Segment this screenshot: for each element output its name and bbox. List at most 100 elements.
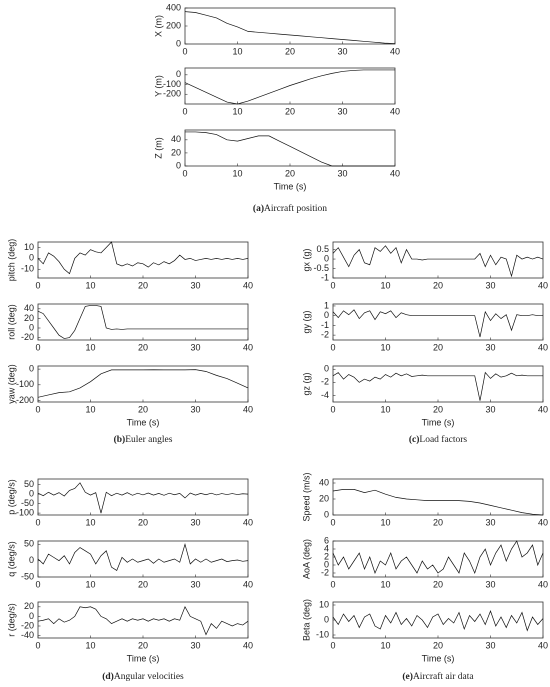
x-tick-label: 10 — [232, 106, 242, 116]
y-tick-label: 20 — [171, 147, 181, 157]
data-line — [37, 369, 249, 398]
x-tick-label: 40 — [243, 342, 253, 352]
caption: (e)Aircraft air data — [402, 671, 474, 682]
x-axis-label: Time (s) — [422, 653, 455, 663]
x-tick-label: 40 — [390, 168, 400, 178]
y-tick-label: -50 — [21, 498, 34, 508]
y-tick-label: 0 — [29, 555, 34, 565]
x-tick-label: 0 — [330, 404, 335, 414]
y-tick-label: -100 — [163, 79, 181, 89]
x-tick-label: 0 — [330, 280, 335, 290]
x-tick-label: 40 — [243, 280, 253, 290]
y-tick-label: 0 — [324, 559, 329, 569]
x-tick-label: 10 — [85, 640, 95, 650]
data-line — [184, 69, 395, 105]
y-tick-label: -20 — [21, 332, 34, 342]
y-tick-label: -4 — [321, 390, 329, 400]
x-axis-label: Time (s) — [274, 181, 307, 191]
axes-frame — [37, 365, 249, 403]
axes-frame — [37, 540, 249, 578]
x-tick-label: 40 — [390, 106, 400, 116]
caption: (a)Aircraft position — [253, 203, 327, 214]
axes-frame — [37, 303, 249, 341]
x-tick-label: 30 — [190, 579, 200, 589]
y-tick-label: 50 — [24, 539, 34, 549]
x-tick-label: 40 — [390, 46, 400, 56]
caption-text: Euler angles — [125, 435, 173, 445]
x-tick-label: 0 — [182, 106, 187, 116]
x-tick-label: 40 — [243, 579, 253, 589]
x-tick-label: 40 — [538, 640, 548, 650]
x-tick-label: 30 — [485, 342, 495, 352]
y-axis-label: q (deg/s) — [6, 541, 16, 577]
x-tick-label: 30 — [337, 168, 347, 178]
y-axis-label: gx (g) — [301, 248, 311, 271]
y-tick-label: 0 — [176, 69, 181, 79]
caption-text: Aircraft position — [264, 203, 327, 214]
y-tick-label: 40 — [24, 303, 34, 313]
y-tick-label: 0 — [324, 509, 329, 519]
axes-frame — [332, 478, 544, 516]
y-tick-label: -50 — [21, 571, 34, 581]
axes-frame — [332, 303, 544, 341]
data-line — [37, 542, 249, 571]
y-tick-label: 0 — [324, 364, 329, 374]
caption-label: (e) — [402, 671, 413, 682]
y-axis-label: Z (m) — [153, 137, 163, 159]
x-tick-label: 30 — [190, 342, 200, 352]
y-tick-label: 0 — [324, 614, 329, 624]
caption-label: (c) — [409, 434, 420, 445]
y-axis-label: p (deg/s) — [6, 479, 16, 515]
x-tick-label: 20 — [138, 404, 148, 414]
caption-text: Load factors — [419, 434, 467, 445]
x-tick-label: 20 — [433, 640, 443, 650]
y-axis-label: X (m) — [153, 15, 163, 37]
x-tick-label: 10 — [85, 579, 95, 589]
x-tick-label: 40 — [538, 404, 548, 414]
x-tick-label: 20 — [433, 517, 443, 527]
x-tick-label: 20 — [433, 579, 443, 589]
y-tick-label: 50 — [24, 479, 34, 489]
y-tick-label: 0 — [29, 489, 34, 499]
data-line — [332, 609, 544, 632]
x-tick-label: 30 — [337, 46, 347, 56]
data-line — [332, 371, 543, 401]
x-tick-label: 10 — [380, 517, 390, 527]
y-tick-label: 0 — [29, 364, 34, 374]
caption: (b)Euler angles — [114, 434, 173, 445]
axes-frame — [184, 129, 396, 167]
y-tick-label: -2 — [321, 377, 329, 387]
x-tick-label: 40 — [538, 517, 548, 527]
data-line — [37, 605, 249, 636]
y-axis-label: yaw (deg) — [6, 364, 16, 404]
caption: (c)Load factors — [409, 434, 468, 445]
x-tick-label: 20 — [138, 640, 148, 650]
data-line — [185, 131, 395, 167]
x-tick-label: 0 — [35, 280, 40, 290]
x-tick-label: 20 — [285, 168, 295, 178]
axes-frame — [332, 601, 544, 639]
x-tick-label: 30 — [337, 106, 347, 116]
x-axis-label: Time (s) — [127, 653, 160, 663]
x-tick-label: 10 — [85, 342, 95, 352]
axes-frame — [37, 478, 249, 516]
y-tick-label: -0.5 — [313, 263, 329, 273]
caption-text: Aircraft air data — [413, 671, 474, 682]
data-line — [37, 305, 248, 339]
x-tick-label: 30 — [485, 517, 495, 527]
x-tick-label: 10 — [380, 342, 390, 352]
y-tick-label: -1 — [321, 272, 329, 282]
data-line — [332, 245, 544, 278]
y-tick-label: 200 — [166, 20, 181, 30]
y-tick-label: 0 — [29, 611, 34, 621]
x-tick-label: 30 — [485, 280, 495, 290]
y-tick-label: 40 — [319, 477, 329, 487]
y-tick-label: 0.5 — [316, 244, 329, 254]
x-tick-label: 20 — [433, 404, 443, 414]
caption-label: (d) — [102, 671, 114, 682]
x-tick-label: 30 — [190, 404, 200, 414]
y-tick-label: 0 — [29, 253, 34, 263]
x-tick-label: 0 — [330, 640, 335, 650]
x-tick-label: 10 — [380, 280, 390, 290]
